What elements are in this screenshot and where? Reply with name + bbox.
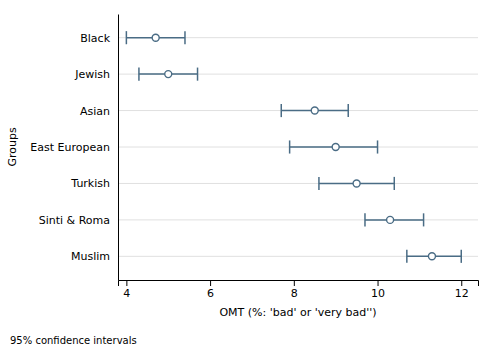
y-tick: Asian xyxy=(80,105,118,118)
x-tick: 4 xyxy=(123,280,130,300)
y-axis-title: Groups xyxy=(6,127,19,166)
ci-cap-upper xyxy=(394,177,396,190)
point-estimate xyxy=(311,107,318,114)
point-estimate xyxy=(353,180,360,187)
y-tick-label: Turkish xyxy=(70,177,110,190)
grid-line xyxy=(118,256,478,257)
x-tick-mark xyxy=(210,280,211,286)
ci-cap-lower xyxy=(364,213,366,226)
footnote: 95% confidence intervals xyxy=(10,335,137,346)
x-tick-mark xyxy=(126,280,127,286)
y-tick-label: Muslim xyxy=(71,250,110,263)
y-tick-label: Asian xyxy=(80,105,110,118)
y-tick-label: East European xyxy=(30,141,110,154)
x-tick: 6 xyxy=(207,280,214,300)
x-tick: 8 xyxy=(291,280,298,300)
y-axis: Black Jewish Asian East European Turkish Sint… xyxy=(30,15,118,281)
x-tick-label: 4 xyxy=(123,287,130,300)
y-axis-line xyxy=(118,15,119,281)
grid-line xyxy=(118,110,478,111)
ci-cap-lower xyxy=(318,177,320,190)
y-tick: Black xyxy=(80,32,118,45)
x-tick-label: 6 xyxy=(207,287,214,300)
ci-cap-upper xyxy=(347,104,349,117)
plot-area xyxy=(126,31,461,263)
point-estimate xyxy=(165,71,172,78)
y-tick-label: Jewish xyxy=(74,68,110,81)
chart: 4 6 8 10 12 Black Jewish Asian East European Turk… xyxy=(0,0,500,354)
x-axis-line xyxy=(119,281,479,287)
point-estimate xyxy=(387,216,394,223)
ci-cap-lower xyxy=(406,250,408,263)
y-tick-label: Sinti & Roma xyxy=(39,214,110,227)
ci-cap-lower xyxy=(281,104,283,117)
point-estimate xyxy=(332,144,339,151)
grid-line xyxy=(118,37,478,38)
x-tick-label: 8 xyxy=(291,287,298,300)
point-estimate xyxy=(152,34,159,41)
point-estimate xyxy=(428,253,435,260)
grid-line xyxy=(118,183,478,184)
ci-cap-lower xyxy=(126,31,128,44)
ci-cap-lower xyxy=(138,68,140,81)
y-tick: Jewish xyxy=(74,68,118,81)
x-tick-label: 12 xyxy=(455,287,469,300)
x-tick-mark xyxy=(378,280,379,286)
y-tick: Sinti & Roma xyxy=(39,214,118,227)
x-tick-mark xyxy=(461,280,462,286)
x-tick-mark xyxy=(294,280,295,286)
x-tick-label: 10 xyxy=(371,287,385,300)
x-axis-title: OMT (%: 'bad' or 'very bad'') xyxy=(219,306,376,319)
ci-cap-upper xyxy=(184,31,186,44)
y-tick: Turkish xyxy=(70,177,118,190)
y-tick: East European xyxy=(30,141,118,154)
ci-cap-upper xyxy=(423,213,425,226)
grid xyxy=(118,38,478,257)
y-tick-label: Black xyxy=(80,32,110,45)
ci-cap-upper xyxy=(461,250,463,263)
y-tick: Muslim xyxy=(71,250,118,263)
x-tick: 10 xyxy=(371,280,385,300)
grid-line xyxy=(118,147,478,148)
ci-cap-upper xyxy=(377,140,379,153)
x-tick: 12 xyxy=(455,280,469,300)
ci-cap-upper xyxy=(197,68,199,81)
x-axis: 4 6 8 10 12 xyxy=(119,280,479,300)
ci-cap-lower xyxy=(289,140,291,153)
